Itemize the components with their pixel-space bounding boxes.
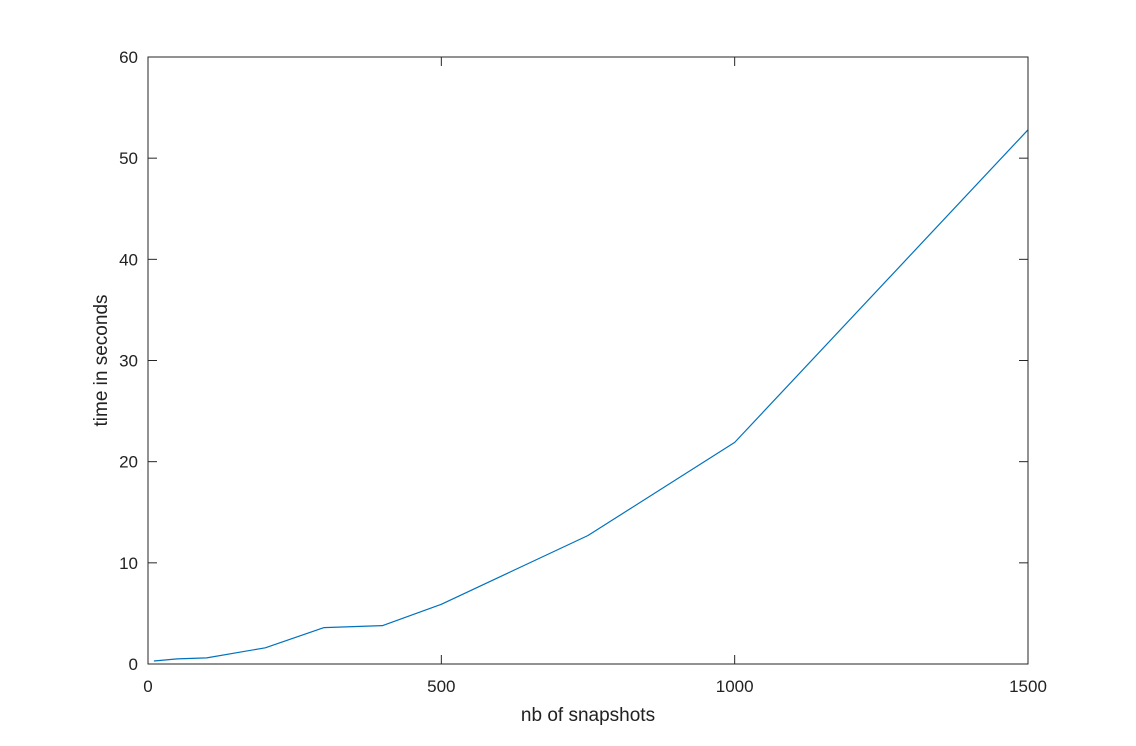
y-tick-label: 0 — [129, 655, 138, 674]
x-tick-label: 1000 — [716, 677, 754, 696]
series-line — [153, 129, 1029, 662]
x-tick-label: 0 — [143, 677, 152, 696]
x-tick-label: 1500 — [1009, 677, 1047, 696]
tick-labels-layer: 0 500 1000 1500 0 10 20 30 40 50 60 — [119, 48, 1047, 696]
ticks-layer — [147, 56, 1029, 665]
plot-frame — [147, 56, 1029, 665]
y-axis-label: time in seconds — [91, 294, 112, 426]
series-layer — [153, 129, 1029, 662]
y-tick-label: 10 — [119, 554, 138, 573]
x-axis-label: nb of snapshots — [521, 705, 655, 726]
y-tick-label: 40 — [119, 250, 138, 269]
x-tick-label: 500 — [427, 677, 455, 696]
y-tick-label: 30 — [119, 352, 138, 371]
y-tick-label: 50 — [119, 149, 138, 168]
y-tick-label: 60 — [119, 48, 138, 67]
y-tick-label: 20 — [119, 453, 138, 472]
